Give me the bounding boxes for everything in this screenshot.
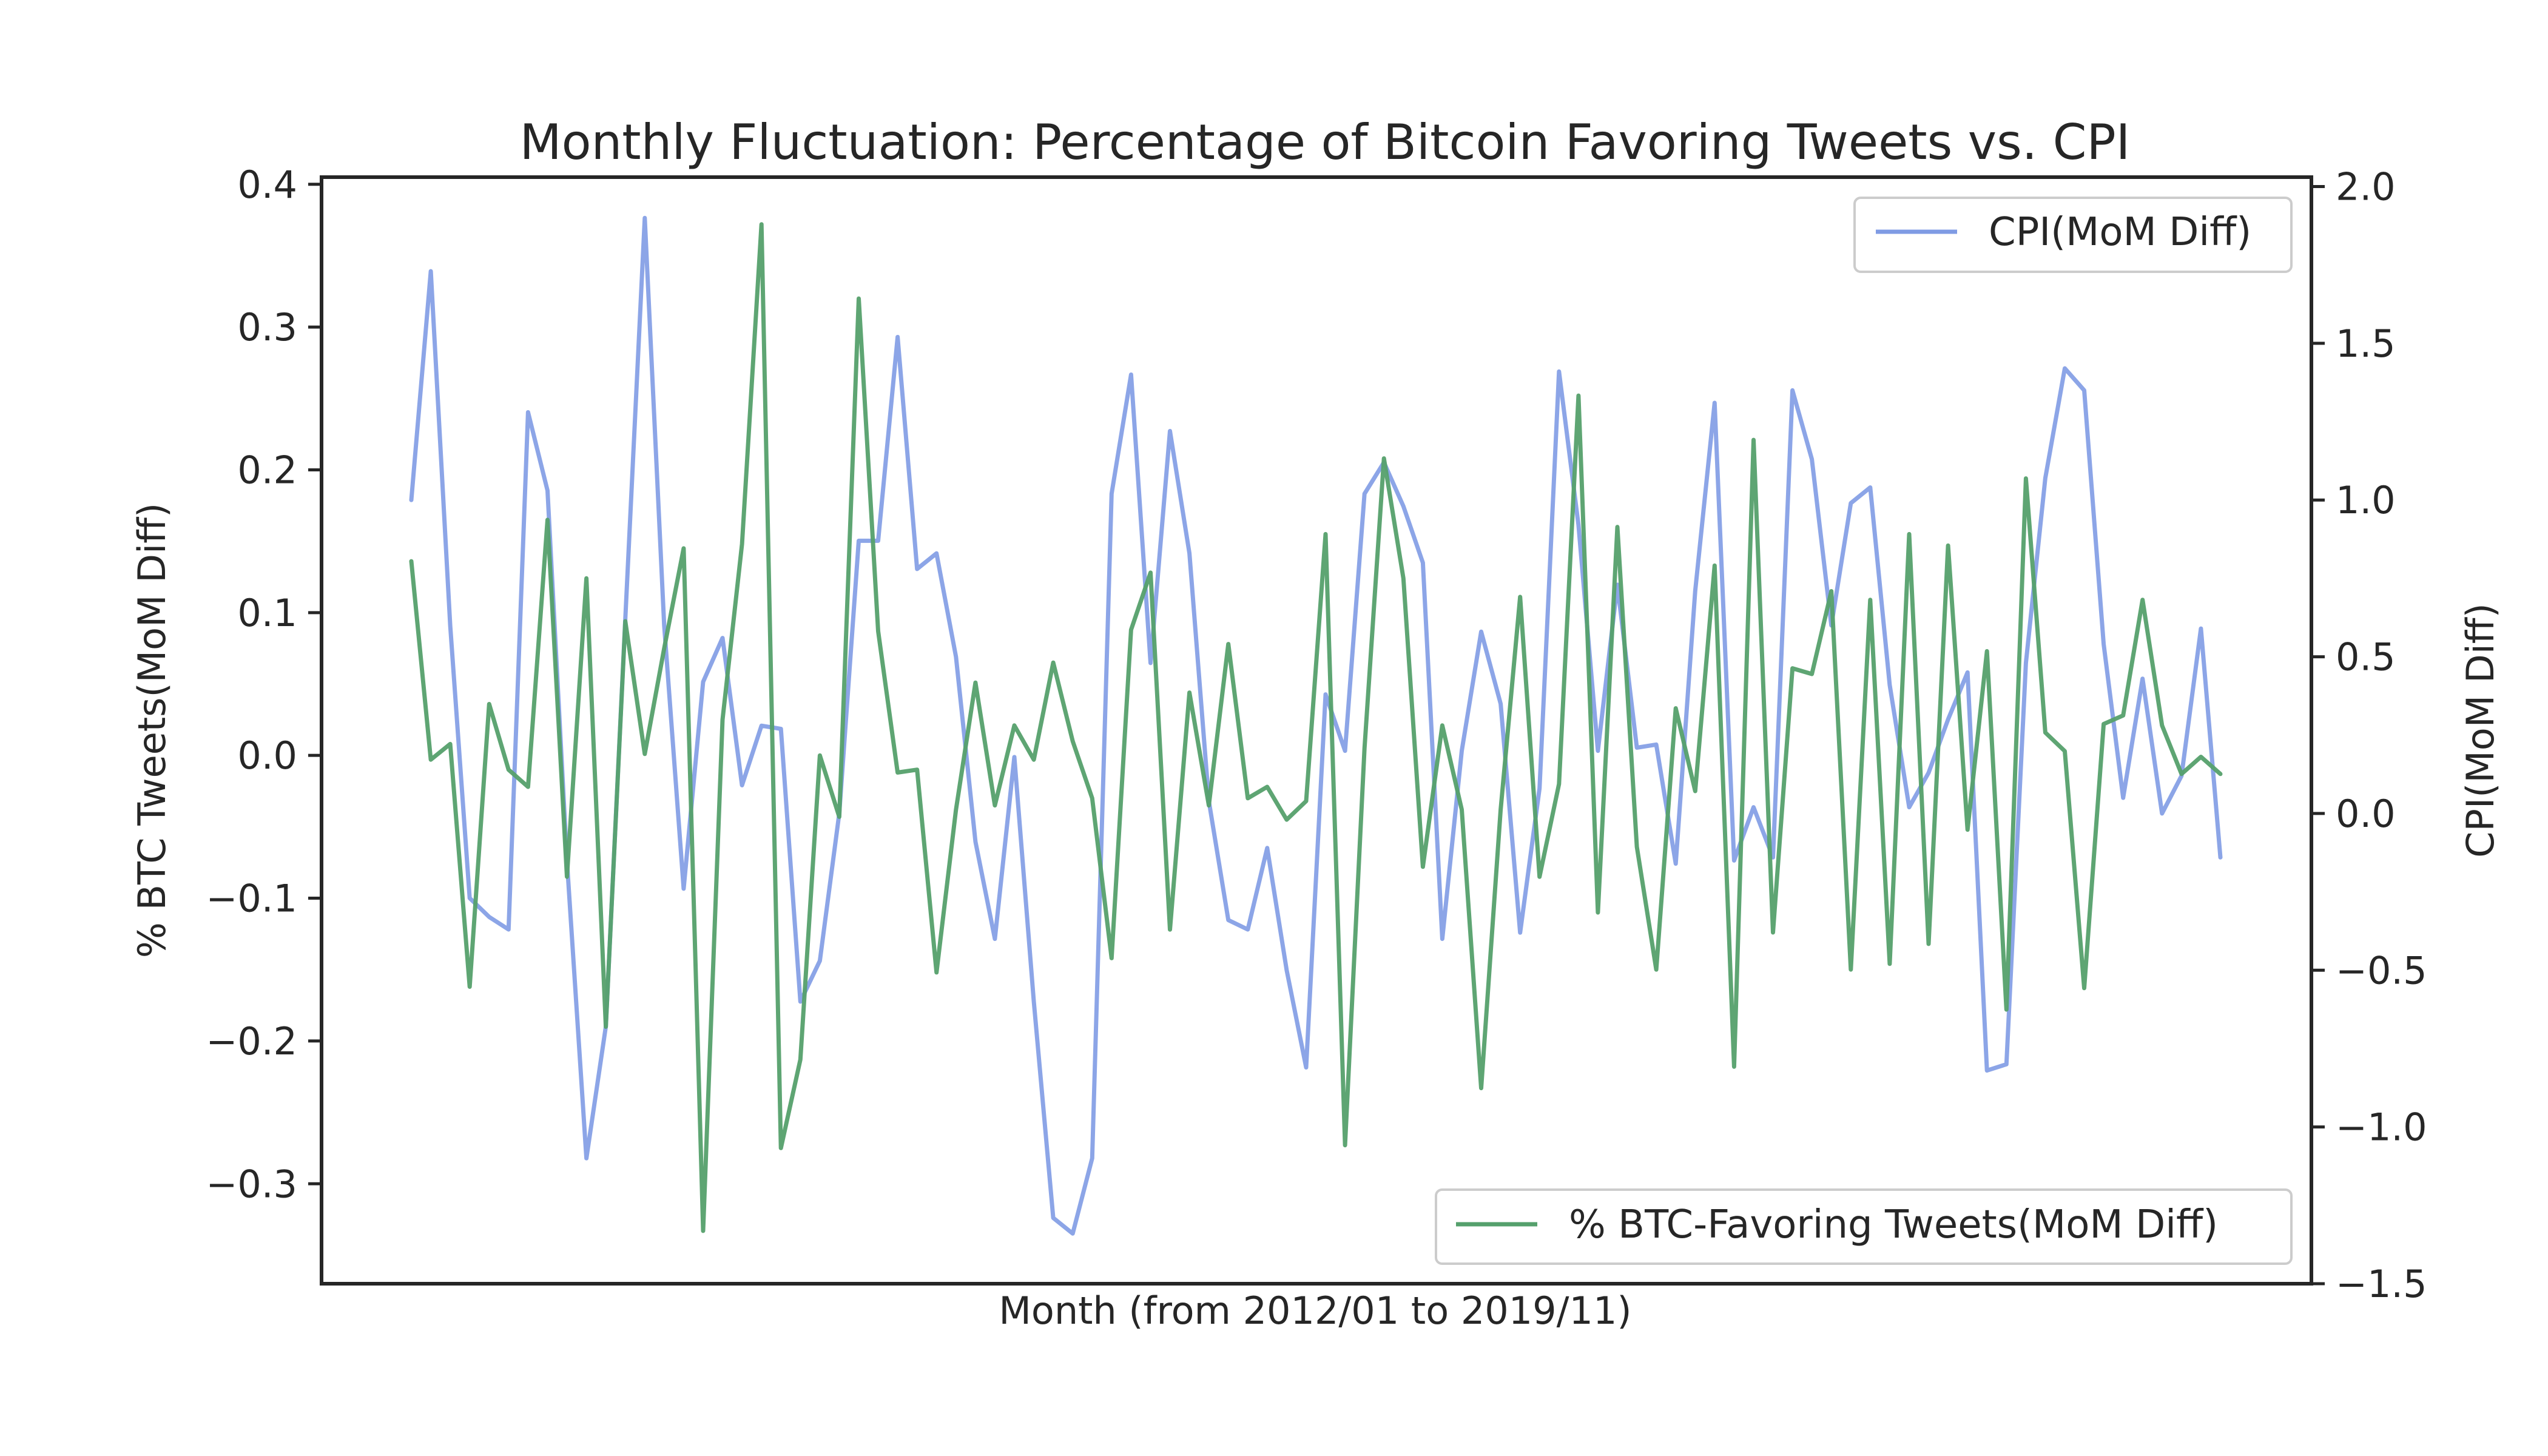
left-tick-label: 0.2 <box>237 448 297 492</box>
legend-btc-label: % BTC-Favoring Tweets(MoM Diff) <box>1569 1202 2218 1247</box>
left-tick-label: −0.3 <box>206 1162 297 1206</box>
right-tick-label: −0.5 <box>2336 948 2427 993</box>
legend-btc-box <box>1435 1188 2293 1265</box>
legend-cpi-label: CPI(MoM Diff) <box>1989 210 2251 255</box>
cpi-series-line <box>409 215 2223 1236</box>
right-tick-label: 1.0 <box>2336 478 2396 522</box>
right-tick-label: 0.0 <box>2336 792 2396 836</box>
left-tick-label: 0.3 <box>237 305 297 349</box>
right-tick-label: −1.5 <box>2336 1262 2427 1306</box>
chart-title: Monthly Fluctuation: Percentage of Bitco… <box>520 114 2131 170</box>
legend-cpi-box <box>1853 197 2293 273</box>
right-tick-label: 0.5 <box>2336 635 2396 679</box>
left-axis-ticks: 0.4 0.3 0.2 0.1 0.0 −0.1 −0.2 −0.3 <box>206 163 322 1206</box>
left-axis-label: % BTC Tweets(MoM Diff) <box>130 503 174 958</box>
series-layer <box>409 215 2223 1236</box>
plot-frame <box>320 175 2313 1286</box>
right-tick-label: 2.0 <box>2336 165 2396 209</box>
right-axis-label: CPI(MoM Diff) <box>2458 603 2502 858</box>
x-axis-label: Month (from 2012/01 to 2019/11) <box>999 1289 1631 1333</box>
left-tick-label: 0.1 <box>237 591 297 635</box>
left-tick-label: −0.2 <box>206 1019 297 1063</box>
right-tick-label: −1.0 <box>2336 1105 2427 1150</box>
legend-cpi: CPI(MoM Diff) <box>1853 197 2293 273</box>
btc-series-line <box>409 222 2223 1233</box>
legend-btc: % BTC-Favoring Tweets(MoM Diff) <box>1435 1188 2293 1265</box>
left-tick-label: −0.1 <box>206 877 297 921</box>
left-tick-label: 0.0 <box>237 733 297 778</box>
right-tick-label: 1.5 <box>2336 322 2396 366</box>
right-axis-ticks: 2.0 1.5 1.0 0.5 0.0 −0.5 −1.0 −1.5 <box>2311 165 2427 1306</box>
left-tick-label: 0.4 <box>237 163 297 207</box>
